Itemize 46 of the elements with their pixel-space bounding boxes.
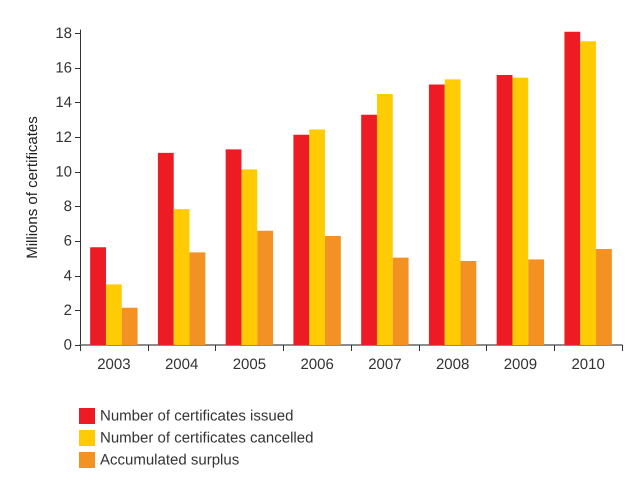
bar xyxy=(564,32,580,345)
y-tick-label: 10 xyxy=(55,163,72,180)
bar xyxy=(528,259,544,345)
bar xyxy=(392,258,409,345)
bar xyxy=(174,209,190,345)
x-tick-label: 2005 xyxy=(232,356,266,373)
y-tick-label: 18 xyxy=(55,24,72,42)
bar xyxy=(257,230,274,345)
x-tick-label: 2006 xyxy=(300,356,334,373)
bar xyxy=(496,75,512,345)
y-tick-label: 12 xyxy=(55,128,72,146)
y-tick-label: 16 xyxy=(55,60,72,77)
y-tick-label: 8 xyxy=(64,198,72,216)
x-tick-label: 2003 xyxy=(97,356,131,373)
bar xyxy=(122,308,138,345)
legend-label: Accumulated surplus xyxy=(100,452,240,468)
bar xyxy=(428,84,445,345)
legend-label: Number of certificates issued xyxy=(100,408,294,424)
bar xyxy=(158,152,174,345)
y-tick-label: 2 xyxy=(64,302,72,319)
bar xyxy=(580,41,596,345)
bar xyxy=(596,248,612,345)
x-tick-label: 2008 xyxy=(436,356,470,373)
bar xyxy=(460,261,476,345)
y-tick-label: 6 xyxy=(64,232,72,250)
legend-label: Number of certificates cancelled xyxy=(100,430,314,446)
x-tick-label: 2007 xyxy=(368,356,402,373)
bar xyxy=(309,130,326,345)
x-tick-label: 2004 xyxy=(164,356,198,373)
y-tick-label: 0 xyxy=(64,336,72,354)
bar xyxy=(241,169,258,345)
bar xyxy=(444,79,461,345)
bar xyxy=(226,149,242,345)
y-tick-label: 4 xyxy=(64,267,72,284)
bar xyxy=(106,284,122,345)
bar xyxy=(293,134,310,345)
x-tick-label: 2009 xyxy=(504,356,538,373)
bar xyxy=(190,252,206,345)
bar xyxy=(376,94,393,345)
x-tick-label: 2010 xyxy=(571,356,605,373)
bar xyxy=(512,78,528,345)
bar xyxy=(361,114,377,345)
y-tick-label: 14 xyxy=(55,94,72,112)
y-axis-title: Millions of certificates xyxy=(24,116,41,259)
bar xyxy=(325,236,341,345)
bar xyxy=(90,247,106,345)
